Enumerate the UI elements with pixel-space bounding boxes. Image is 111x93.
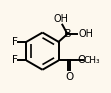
Text: F: F xyxy=(12,37,18,47)
Text: O: O xyxy=(77,55,85,65)
Text: O: O xyxy=(65,72,73,82)
Text: OH: OH xyxy=(78,29,93,39)
Text: OH: OH xyxy=(54,14,69,24)
Text: F: F xyxy=(12,55,18,65)
Text: CH₃: CH₃ xyxy=(83,56,100,65)
Text: B: B xyxy=(64,29,71,39)
